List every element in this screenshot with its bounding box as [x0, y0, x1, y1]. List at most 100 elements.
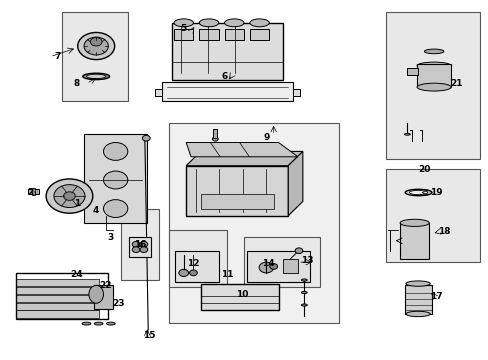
- Bar: [162, 82, 292, 102]
- Text: 7: 7: [54, 52, 61, 61]
- Text: 14: 14: [262, 260, 275, 269]
- Circle shape: [54, 185, 85, 207]
- Circle shape: [84, 37, 108, 55]
- Text: 10: 10: [235, 290, 248, 299]
- Circle shape: [142, 135, 150, 141]
- Text: 13: 13: [301, 256, 313, 265]
- Text: 8: 8: [74, 79, 80, 88]
- Circle shape: [103, 200, 127, 217]
- Bar: [62, 12, 127, 102]
- Bar: [28, 189, 39, 194]
- Bar: [201, 194, 273, 208]
- Bar: [399, 223, 428, 258]
- Bar: [174, 29, 193, 40]
- Circle shape: [179, 269, 188, 276]
- Ellipse shape: [405, 281, 429, 286]
- Bar: [186, 166, 287, 216]
- Bar: [246, 251, 309, 282]
- Bar: [404, 285, 431, 314]
- Ellipse shape: [106, 322, 115, 325]
- Ellipse shape: [89, 285, 103, 303]
- Ellipse shape: [199, 19, 218, 27]
- Ellipse shape: [301, 292, 306, 294]
- Bar: [213, 129, 217, 138]
- Ellipse shape: [405, 311, 429, 317]
- Circle shape: [259, 262, 273, 273]
- Circle shape: [103, 143, 127, 160]
- Text: 24: 24: [70, 270, 83, 279]
- Text: 4: 4: [93, 206, 99, 215]
- Circle shape: [90, 37, 102, 46]
- Ellipse shape: [399, 219, 428, 226]
- Circle shape: [63, 192, 75, 201]
- Bar: [84, 134, 147, 223]
- Ellipse shape: [404, 134, 409, 135]
- Circle shape: [140, 247, 147, 252]
- Bar: [16, 279, 99, 286]
- Ellipse shape: [301, 279, 306, 281]
- Bar: [16, 302, 99, 310]
- Text: 16: 16: [133, 240, 146, 249]
- Bar: [407, 68, 417, 75]
- Circle shape: [269, 264, 277, 269]
- Text: 22: 22: [100, 281, 112, 290]
- Text: 23: 23: [112, 299, 124, 308]
- Bar: [171, 23, 283, 80]
- Ellipse shape: [86, 74, 106, 78]
- Circle shape: [212, 137, 218, 141]
- Bar: [16, 295, 99, 302]
- Bar: [201, 284, 278, 310]
- Bar: [31, 188, 35, 195]
- Ellipse shape: [416, 62, 450, 69]
- Bar: [416, 64, 450, 87]
- Ellipse shape: [224, 19, 244, 27]
- Bar: [244, 237, 319, 287]
- Bar: [385, 169, 479, 262]
- Bar: [94, 285, 113, 309]
- Text: 11: 11: [221, 270, 233, 279]
- Ellipse shape: [405, 189, 431, 196]
- Bar: [16, 273, 108, 319]
- Bar: [154, 89, 162, 96]
- Ellipse shape: [174, 19, 193, 27]
- Text: 3: 3: [107, 233, 114, 242]
- Circle shape: [294, 248, 302, 253]
- Circle shape: [140, 242, 147, 247]
- Bar: [16, 287, 99, 294]
- Ellipse shape: [94, 322, 103, 325]
- Text: 2: 2: [27, 188, 34, 197]
- Text: 6: 6: [222, 72, 228, 81]
- Ellipse shape: [82, 73, 109, 80]
- Polygon shape: [186, 143, 297, 157]
- Circle shape: [132, 242, 140, 247]
- Ellipse shape: [408, 190, 427, 195]
- Circle shape: [46, 179, 93, 213]
- Ellipse shape: [424, 49, 443, 54]
- Ellipse shape: [416, 83, 450, 91]
- Ellipse shape: [249, 19, 269, 27]
- Bar: [249, 29, 269, 40]
- Circle shape: [132, 247, 140, 252]
- Ellipse shape: [82, 322, 91, 325]
- Bar: [169, 123, 339, 323]
- Bar: [199, 29, 218, 40]
- Bar: [175, 251, 219, 282]
- Text: 21: 21: [449, 79, 461, 88]
- Text: 9: 9: [263, 132, 269, 141]
- Text: 17: 17: [429, 292, 442, 301]
- Bar: [120, 208, 159, 280]
- Text: 15: 15: [143, 331, 156, 340]
- Bar: [224, 29, 244, 40]
- Circle shape: [189, 270, 197, 276]
- Bar: [129, 237, 151, 257]
- Text: 1: 1: [74, 199, 80, 208]
- Polygon shape: [186, 152, 302, 166]
- Bar: [16, 310, 99, 318]
- Bar: [283, 258, 297, 273]
- Circle shape: [78, 32, 115, 60]
- Text: 20: 20: [417, 165, 430, 174]
- Polygon shape: [287, 152, 302, 216]
- Bar: [292, 89, 300, 96]
- Ellipse shape: [301, 304, 306, 306]
- Text: 12: 12: [187, 260, 199, 269]
